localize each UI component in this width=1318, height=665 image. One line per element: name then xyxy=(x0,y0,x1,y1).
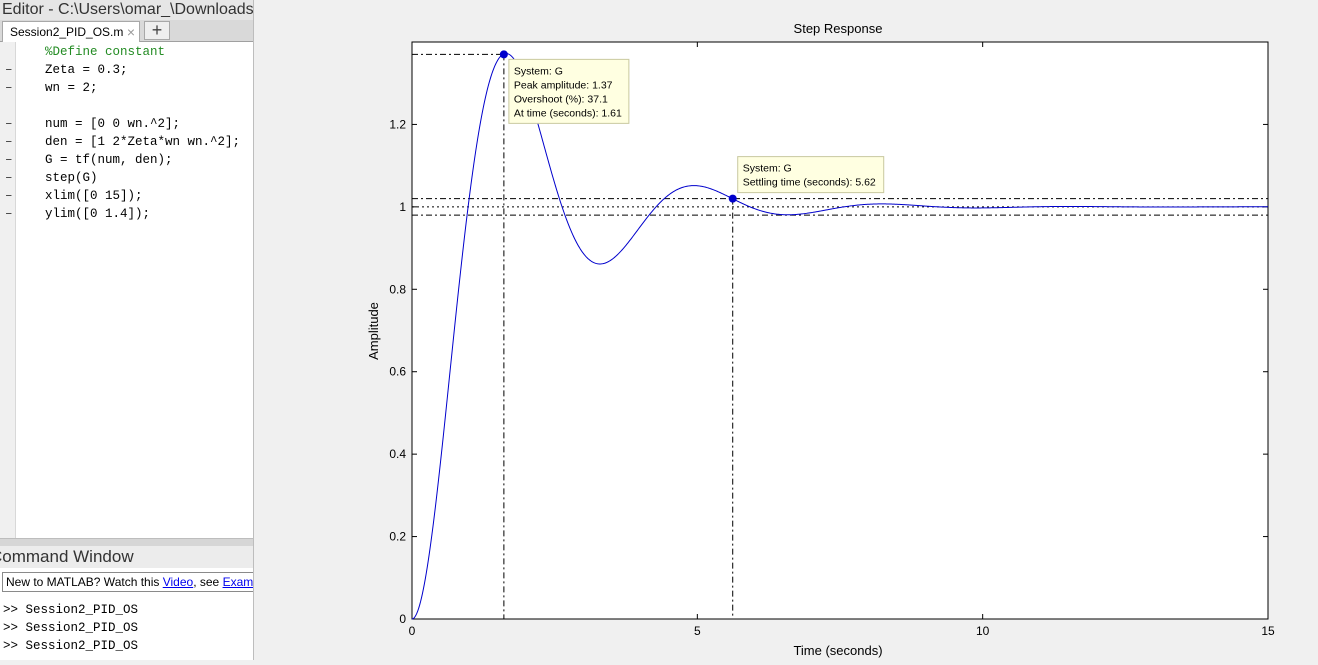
matlab-notice-bar: New to MATLAB? Watch this Video, see Exa… xyxy=(2,572,254,592)
y-tick-label: 1 xyxy=(399,200,406,214)
code-line[interactable]: – den = [1 2*Zeta*wn wn.^2]; xyxy=(0,133,254,151)
editor-tab-bar: Session2_PID_OS.m × + xyxy=(0,20,254,42)
y-tick-label: 1.2 xyxy=(389,117,406,131)
code-line[interactable]: – G = tf(num, den); xyxy=(0,151,254,169)
video-link[interactable]: Video xyxy=(162,575,194,589)
settling-marker[interactable] xyxy=(728,194,737,203)
breakpoint-dash[interactable]: – xyxy=(5,81,13,95)
x-axis-label: Time (seconds) xyxy=(793,643,882,658)
breakpoint-dash[interactable]: – xyxy=(5,189,13,203)
y-axis-label: Amplitude xyxy=(366,302,381,360)
datatip-text: System: G xyxy=(514,65,563,77)
close-icon[interactable]: × xyxy=(126,24,135,40)
plot-axes-area xyxy=(411,41,1269,620)
datatip-text: Overshoot (%): 37.1 xyxy=(514,93,608,105)
code-line[interactable]: – xlim([0 15]); xyxy=(0,187,254,205)
figure-window: Step Response Time (seconds) Amplitude 0… xyxy=(254,0,1318,660)
breakpoint-dash[interactable]: – xyxy=(5,153,13,167)
code-line[interactable]: – Zeta = 0.3; xyxy=(0,61,254,79)
editor-gutter xyxy=(0,42,16,538)
datatip-text: At time (seconds): 1.61 xyxy=(514,107,622,119)
peak-marker[interactable] xyxy=(499,50,508,59)
settling-datatip[interactable]: System: G Settling time (seconds): 5.62 xyxy=(737,156,885,194)
peak-datatip[interactable]: System: G Peak amplitude: 1.37 Overshoot (… xyxy=(508,58,630,124)
code-text: G = tf(num, den); xyxy=(45,153,173,167)
code-text: den = [1 2*Zeta*wn wn.^2]; xyxy=(45,135,241,149)
examples-link[interactable]: Examples xyxy=(222,575,254,589)
code-editor[interactable]: %Define constant – Zeta = 0.3; – wn = 2; – num… xyxy=(0,43,254,223)
code-line[interactable]: – ylim([0 1.4]); xyxy=(0,205,254,223)
breakpoint-dash[interactable]: – xyxy=(5,63,13,77)
code-line[interactable]: %Define constant xyxy=(0,43,254,61)
code-text: wn = 2; xyxy=(45,81,98,95)
datatip-text: Peak amplitude: 1.37 xyxy=(514,79,613,91)
datatip-text: Settling time (seconds): 5.62 xyxy=(743,177,876,189)
code-text: step(G) xyxy=(45,171,98,185)
x-tick-label: 0 xyxy=(409,624,416,638)
command-window-output[interactable]: >> Session2_PID_OS >> Session2_PID_OS >> S… xyxy=(0,601,254,655)
datatip-box xyxy=(737,156,885,194)
code-text: xlim([0 15]); xyxy=(45,189,143,203)
code-text: %Define constant xyxy=(45,45,166,59)
datatip-box xyxy=(508,58,630,124)
y-tick-label: 0.6 xyxy=(389,365,406,379)
x-tick-label: 10 xyxy=(976,624,990,638)
y-tick-label: 0.2 xyxy=(389,530,406,544)
step-response-line[interactable] xyxy=(411,52,1268,620)
tab-session2-pid-os[interactable]: Session2_PID_OS.m × xyxy=(2,21,140,42)
y-tick-label: 0.4 xyxy=(389,447,406,461)
x-tick-label: 5 xyxy=(694,624,701,638)
chart-title: Step Response xyxy=(794,21,883,36)
left-panel-border xyxy=(253,0,254,660)
matlab-left-panel: Editor - C:\Users\omar_\Downloads Sessio… xyxy=(0,0,254,660)
breakpoint-dash[interactable]: – xyxy=(5,117,13,131)
breakpoint-dash[interactable]: – xyxy=(5,135,13,149)
y-tick-label: 0 xyxy=(399,612,406,626)
breakpoint-dash[interactable]: – xyxy=(5,207,13,221)
x-tick-label: 15 xyxy=(1261,624,1275,638)
step-response-chart[interactable]: Step Response Time (seconds) Amplitude 0… xyxy=(254,0,1318,660)
command-output-line: >> Session2_PID_OS xyxy=(3,621,139,635)
command-output-line: >> Session2_PID_OS xyxy=(3,639,139,653)
panel-divider[interactable] xyxy=(0,538,254,546)
code-line[interactable]: – wn = 2; xyxy=(0,79,254,97)
notice-prefix: New to MATLAB? Watch this xyxy=(6,575,163,589)
tab-label: Session2_PID_OS.m xyxy=(10,25,124,39)
code-line[interactable] xyxy=(0,97,254,115)
command-window-title: Command Window xyxy=(0,546,254,568)
code-text: num = [0 0 wn.^2]; xyxy=(45,117,181,131)
y-tick-label: 0.8 xyxy=(389,282,406,296)
code-text: Zeta = 0.3; xyxy=(45,63,128,77)
code-line[interactable]: – step(G) xyxy=(0,169,254,187)
editor-title: Editor - C:\Users\omar_\Downloads xyxy=(0,0,254,20)
datatip-text: System: G xyxy=(743,163,792,175)
new-tab-button[interactable]: + xyxy=(144,21,170,40)
code-text: ylim([0 1.4]); xyxy=(45,207,151,221)
breakpoint-dash[interactable]: – xyxy=(5,171,13,185)
notice-mid: , see xyxy=(193,575,223,589)
command-output-line: >> Session2_PID_OS xyxy=(3,603,139,617)
code-line[interactable]: – num = [0 0 wn.^2]; xyxy=(0,115,254,133)
